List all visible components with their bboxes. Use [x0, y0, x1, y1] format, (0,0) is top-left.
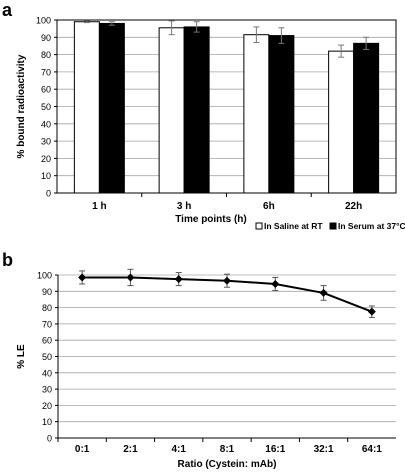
- bar: [98, 22, 125, 194]
- x-tick-label: 4:1: [171, 444, 186, 455]
- data-point-marker: [174, 275, 183, 284]
- y-axis-title: % bound radioactivity: [16, 54, 27, 158]
- legend-swatch: [255, 222, 263, 230]
- y-tick-label: 40: [41, 119, 51, 129]
- x-tick-label: 2:1: [123, 444, 138, 455]
- data-point-marker: [78, 273, 87, 282]
- y-tick-label: 20: [42, 401, 52, 411]
- y-tick-label: 100: [37, 271, 52, 281]
- y-tick-label: 30: [41, 137, 51, 147]
- bar: [183, 26, 210, 194]
- legend-label: In Serum at 37°C: [338, 221, 405, 231]
- y-tick-label: 30: [42, 385, 52, 395]
- bar: [328, 50, 355, 194]
- x-tick-label: 6h: [263, 201, 275, 212]
- panel-label-a: a: [2, 0, 13, 20]
- legend-swatch: [329, 222, 337, 230]
- y-tick-label: 50: [41, 102, 51, 112]
- y-tick-label: 60: [41, 85, 51, 95]
- y-tick-label: 0: [47, 434, 52, 444]
- line-chart-labeling-efficiency: 0 10 20 30 40 50 60 70 80 90 100 0:1 2:1 4:1 8:1 16:1 32…: [16, 268, 396, 470]
- bar: [243, 34, 270, 194]
- x-tick-label: 0:1: [75, 444, 90, 455]
- data-point-marker: [271, 279, 280, 288]
- data-point-marker: [319, 288, 328, 297]
- y-tick-label: 100: [36, 16, 51, 26]
- bar: [158, 27, 185, 194]
- bar: [268, 35, 295, 194]
- data-point-marker: [223, 276, 231, 285]
- y-tick-label: 10: [42, 417, 52, 427]
- legend-label: In Saline at RT: [264, 221, 323, 231]
- y-axis-title: % LE: [16, 344, 27, 369]
- y-tick-label: 80: [42, 303, 52, 313]
- x-tick-label: 22h: [345, 201, 362, 212]
- bar-chart-bound-radioactivity: 0 10 20 30 40 50 60 70 80 90 100 1 h 3 h 6h 22h Time po…: [16, 16, 405, 232]
- y-tick-label: 40: [42, 368, 52, 378]
- y-tick-label: 50: [42, 352, 52, 362]
- x-axis-title: Time points (h): [175, 214, 246, 225]
- y-tick-label: 70: [41, 67, 51, 77]
- y-tick-label: 80: [41, 50, 51, 60]
- x-tick-label: 1 h: [92, 201, 106, 212]
- bar: [353, 42, 380, 194]
- x-tick-label: 8:1: [220, 444, 235, 455]
- x-tick-label: 32:1: [314, 444, 334, 455]
- data-point-marker: [367, 307, 376, 316]
- x-tick-label: 16:1: [265, 444, 285, 455]
- y-tick-label: 90: [41, 33, 51, 43]
- y-tick-label: 20: [41, 154, 51, 164]
- y-tick-label: 70: [42, 319, 52, 329]
- panel-label-b: b: [2, 250, 13, 270]
- x-tick-label: 3 h: [177, 201, 191, 212]
- data-point-marker: [126, 273, 135, 282]
- x-axis-title: Ratio (Cystein: mAb): [178, 459, 277, 470]
- bar: [73, 21, 100, 194]
- y-tick-label: 0: [46, 189, 51, 199]
- y-tick-label: 60: [42, 336, 52, 346]
- x-tick-label: 64:1: [362, 444, 382, 455]
- y-tick-label: 90: [42, 287, 52, 297]
- y-tick-label: 10: [41, 171, 51, 181]
